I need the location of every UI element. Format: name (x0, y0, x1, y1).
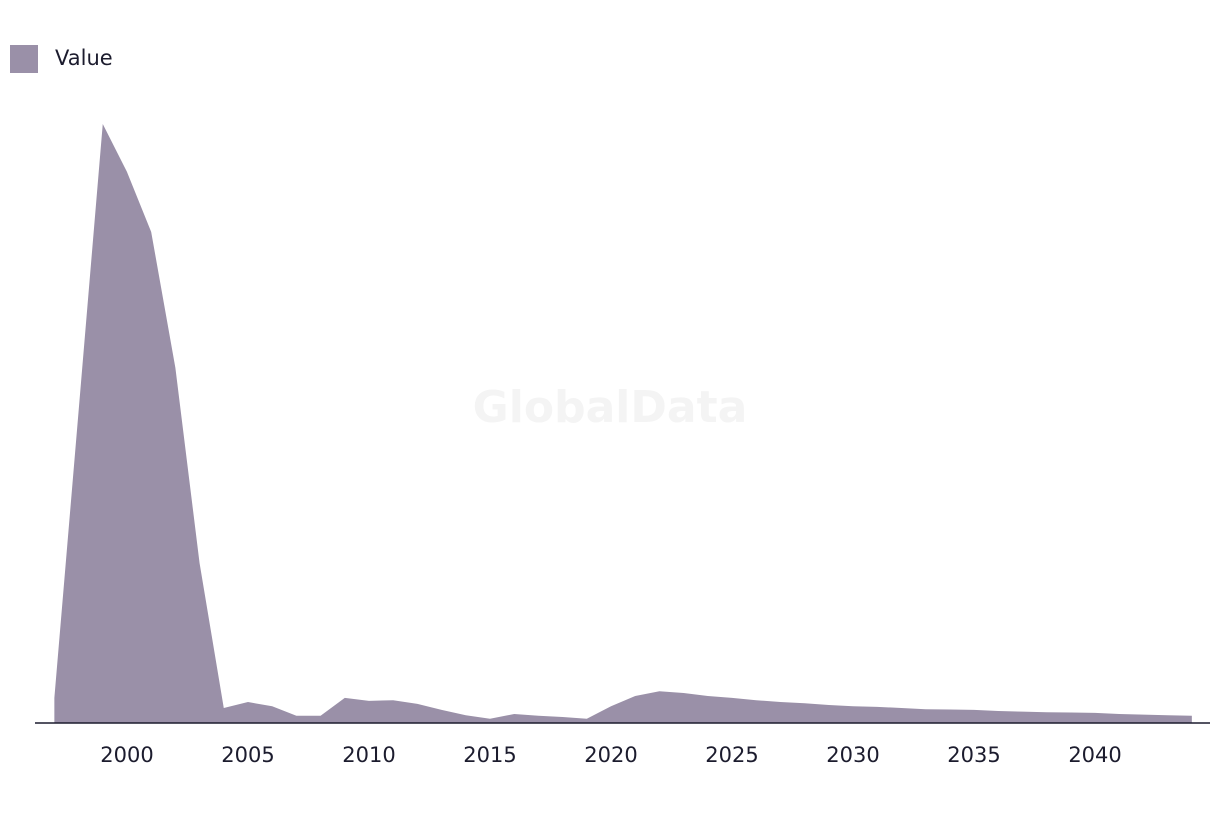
legend-label: Value (55, 46, 113, 70)
x-tick-label: 2010 (342, 743, 395, 767)
x-tick-label: 2020 (584, 743, 637, 767)
x-tick-label: 2005 (221, 743, 274, 767)
x-tick-label: 2025 (705, 743, 758, 767)
x-tick-label: 2000 (100, 743, 153, 767)
legend-swatch (10, 45, 38, 73)
x-tick-label: 2040 (1068, 743, 1121, 767)
watermark: GlobalData (473, 382, 748, 433)
x-tick-label: 2015 (463, 743, 516, 767)
x-tick-label: 2030 (826, 743, 879, 767)
area (54, 124, 1192, 723)
x-tick-label: 2035 (947, 743, 1000, 767)
